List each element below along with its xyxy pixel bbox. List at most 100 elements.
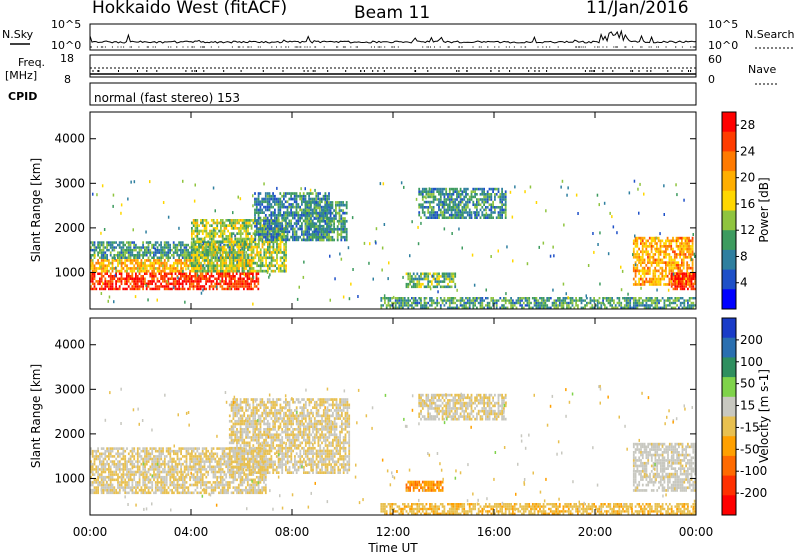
data-cell [230, 221, 233, 225]
data-cell [468, 195, 471, 199]
data-cell [675, 261, 678, 264]
data-cell [214, 243, 217, 246]
data-cell [221, 275, 224, 278]
freq-point [303, 70, 305, 72]
data-cell [106, 241, 108, 244]
data-cell [174, 282, 177, 286]
data-cell [324, 230, 327, 234]
data-cell [517, 299, 520, 302]
data-cell [214, 245, 217, 249]
data-cell [93, 285, 96, 288]
data-cell [236, 269, 239, 273]
data-cell [672, 306, 675, 309]
data-cell [331, 217, 334, 220]
data-cell [283, 251, 286, 254]
data-cell [317, 211, 319, 215]
data-cell [342, 219, 344, 223]
data-cell [223, 229, 226, 233]
data-cell [214, 254, 216, 257]
data-cell [544, 299, 547, 302]
nsearch-point [640, 46, 642, 48]
data-cell [288, 211, 291, 214]
data-cell [203, 251, 206, 254]
data-cell [319, 192, 321, 195]
data-cell [411, 306, 413, 309]
data-cell [503, 198, 505, 201]
data-cell [329, 238, 332, 242]
data-cell [407, 297, 410, 300]
data-cell [196, 280, 198, 283]
data-cell [212, 237, 215, 241]
data-cell [663, 242, 665, 245]
data-cell [648, 266, 651, 270]
data-cell [218, 229, 220, 233]
data-cell [301, 203, 303, 206]
data-cell [272, 205, 274, 209]
data-cell [436, 213, 439, 217]
data-cell [486, 195, 489, 199]
data-cell [396, 297, 399, 300]
data-cell [682, 236, 685, 240]
data-cell [645, 304, 648, 307]
data-cell [670, 245, 673, 248]
data-cell [285, 269, 287, 273]
data-cell [145, 269, 148, 273]
data-cell [421, 187, 424, 191]
data-cell [329, 209, 332, 212]
data-cell [683, 272, 686, 275]
data-cell [144, 269, 146, 273]
data-cell [497, 206, 500, 209]
data-cell [692, 233, 694, 236]
data-cell [97, 261, 99, 265]
data-cell [659, 253, 662, 256]
data-cell [209, 232, 211, 235]
nsearch-point [613, 46, 615, 48]
data-cell [457, 203, 460, 206]
data-cell [631, 297, 633, 300]
data-cell [302, 200, 305, 204]
data-cell [267, 227, 269, 230]
data-cell [124, 256, 126, 259]
data-cell [201, 243, 204, 247]
data-cell [688, 272, 691, 275]
data-cell [185, 251, 188, 254]
nsearch-point [641, 46, 643, 48]
data-cell [465, 187, 467, 191]
data-cell [450, 208, 453, 212]
data-cell [140, 267, 143, 270]
data-cell [286, 192, 289, 195]
data-cell [92, 192, 94, 196]
data-cell [243, 219, 246, 222]
data-cell [162, 267, 164, 270]
data-cell [448, 190, 451, 193]
data-cell [335, 203, 337, 207]
data-cell [681, 247, 683, 251]
data-cell [113, 246, 116, 249]
data-cell [580, 299, 583, 302]
data-cell [432, 193, 435, 196]
nsearch-point [323, 46, 325, 48]
data-cell [342, 217, 344, 220]
data-cell [136, 282, 139, 286]
data-cell [338, 211, 341, 215]
data-cell [425, 277, 428, 281]
data-cell [97, 241, 99, 244]
data-cell [144, 264, 146, 268]
data-cell [209, 264, 211, 268]
data-cell [109, 243, 112, 247]
data-cell [490, 216, 493, 219]
data-cell [183, 287, 186, 291]
data-cell [194, 285, 197, 288]
data-cell [396, 306, 399, 309]
data-cell [557, 304, 559, 307]
data-cell [372, 277, 374, 281]
nsearch-point [579, 46, 580, 48]
data-cell [246, 272, 249, 275]
data-cell [200, 219, 202, 222]
data-cell [333, 225, 335, 228]
data-cell [281, 240, 284, 244]
data-cell [686, 261, 689, 264]
data-cell [684, 253, 687, 256]
data-cell [504, 195, 507, 199]
data-cell [313, 227, 316, 231]
